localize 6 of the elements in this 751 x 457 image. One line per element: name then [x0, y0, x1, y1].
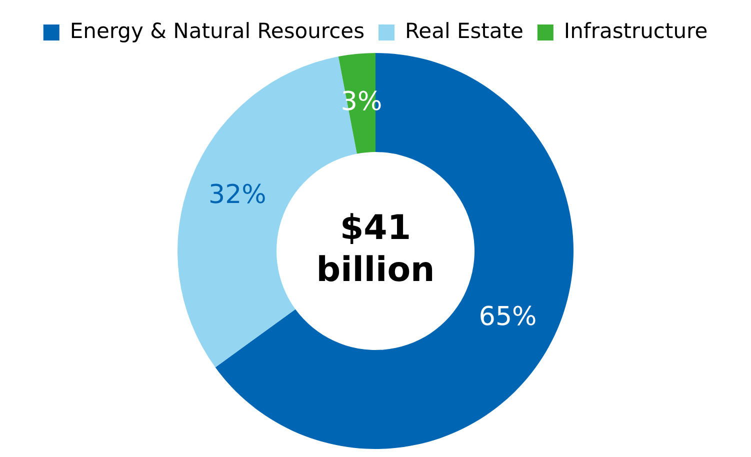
legend-label: Infrastructure: [564, 18, 708, 43]
text: $41 billion: [316, 208, 435, 290]
legend-label: Energy & Natural Resources: [70, 18, 365, 43]
data-label: 32%: [208, 180, 266, 210]
legend-label: Real Estate: [405, 18, 524, 43]
data-label: 65%: [478, 302, 537, 332]
